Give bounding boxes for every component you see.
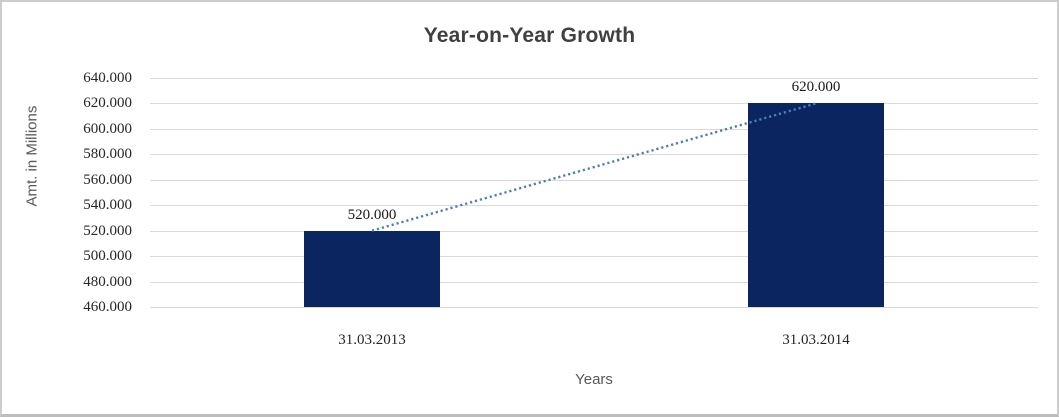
- gridline: [150, 281, 1038, 283]
- gridline: [150, 256, 1038, 258]
- gridline: [150, 128, 1038, 130]
- bar-value-label: 520.000: [347, 206, 397, 223]
- trendline: [371, 102, 817, 232]
- x-axis-title: Years: [575, 371, 613, 388]
- y-axis-title: Amt. in Millions: [23, 105, 41, 207]
- gridline: [150, 179, 1038, 181]
- y-tick-label: 600.000: [83, 120, 132, 137]
- plot-area: [150, 78, 1038, 308]
- gridline: [150, 103, 1038, 105]
- y-tick-label: 480.000: [83, 273, 132, 290]
- x-tick-label: 31.03.2014: [782, 332, 850, 348]
- bar-31.03.2014: [748, 103, 884, 307]
- y-tick-label: 640.000: [83, 70, 132, 86]
- x-tick-label: 31.03.2013: [338, 332, 406, 348]
- gridline: [150, 230, 1038, 232]
- y-tick-label: 460.000: [83, 299, 132, 315]
- bar-31.03.2013: [304, 230, 440, 307]
- gridline: [150, 78, 1038, 79]
- y-tick-label: 580.000: [83, 146, 132, 163]
- y-tick-label: 620.000: [83, 95, 132, 112]
- gridline: [150, 205, 1038, 207]
- y-tick-label: 540.000: [83, 197, 132, 214]
- bar-value-label: 620.000: [791, 79, 841, 96]
- gridline: [150, 154, 1038, 156]
- y-tick-label: 500.000: [83, 248, 132, 265]
- chart-title: Year-on-Year Growth: [423, 24, 636, 47]
- y-tick-label: 560.000: [83, 171, 132, 188]
- y-tick-label: 520.000: [83, 222, 132, 239]
- gridline: [150, 307, 1038, 308]
